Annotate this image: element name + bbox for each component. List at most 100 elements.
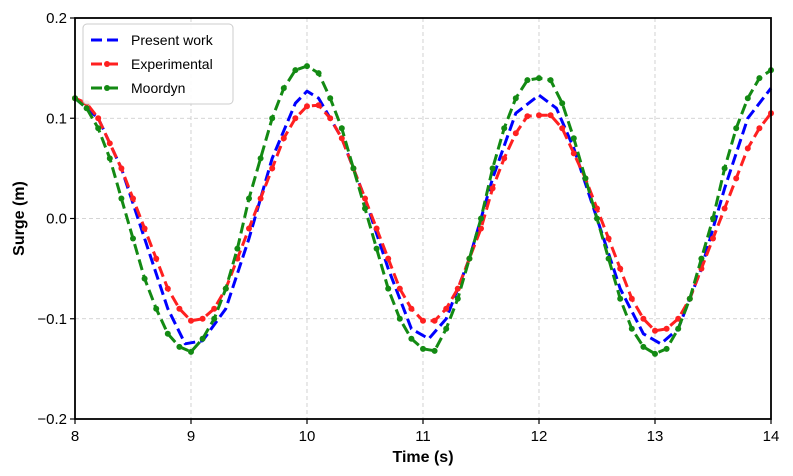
data-point-moordyn (362, 205, 368, 212)
data-point-moordyn (628, 325, 635, 332)
data-point-moordyn (744, 95, 751, 102)
legend-box (82, 23, 234, 105)
data-point-moordyn (431, 347, 438, 354)
data-point-experimental (570, 150, 577, 157)
data-point-experimental (362, 195, 368, 202)
data-point-experimental (304, 103, 310, 110)
data-point-experimental (269, 165, 276, 172)
data-point-experimental (744, 145, 751, 152)
data-point-experimental (547, 112, 554, 119)
legend-marker-experimental (104, 61, 110, 67)
data-point-moordyn (176, 343, 183, 350)
data-point-moordyn (373, 245, 380, 252)
data-point-experimental (489, 185, 496, 192)
legend-label-moordyn: Moordyn (131, 80, 185, 96)
data-point-experimental (675, 315, 682, 322)
data-point-moordyn (466, 255, 473, 262)
data-point-moordyn (617, 295, 624, 302)
series-layer (72, 63, 774, 357)
x-tick-label: 8 (71, 428, 79, 445)
data-point-moordyn (640, 343, 647, 350)
x-tick-label: 9 (187, 428, 195, 445)
data-point-moordyn (686, 295, 693, 302)
data-point-experimental (199, 315, 206, 322)
data-point-moordyn (408, 335, 415, 342)
data-point-experimental (188, 317, 194, 324)
data-point-moordyn (246, 195, 252, 202)
y-tick-label: 0.1 (46, 110, 67, 127)
y-axis-label: Surge (m) (11, 181, 28, 256)
data-point-moordyn (396, 315, 403, 322)
data-point-moordyn (756, 75, 763, 82)
axis-ticks: 8 9 10 11 12 13 14 −0.2 −0.1 0.0 0.1 0.2 (37, 10, 779, 445)
data-point-moordyn (153, 305, 160, 312)
data-point-experimental (118, 165, 125, 172)
data-point-experimental (385, 255, 392, 262)
data-point-moordyn (141, 275, 148, 282)
data-point-experimental (257, 195, 264, 202)
data-point-moordyn (234, 245, 241, 252)
data-point-moordyn (130, 235, 136, 242)
data-point-experimental (164, 285, 171, 292)
data-point-moordyn (269, 115, 276, 122)
data-point-moordyn (292, 67, 299, 74)
data-point-experimental (95, 115, 102, 122)
data-point-moordyn (663, 345, 670, 352)
data-point-moordyn (338, 125, 345, 132)
y-tick-label: 0.0 (46, 211, 67, 228)
data-point-moordyn (478, 215, 484, 222)
data-point-moordyn (710, 215, 716, 222)
data-point-experimental (327, 115, 334, 122)
legend-label-experimental: Experimental (131, 56, 213, 72)
y-tick-label: −0.2 (37, 411, 67, 428)
x-axis-label: Time (s) (392, 449, 453, 466)
data-point-moordyn (211, 315, 218, 322)
data-point-experimental (246, 225, 252, 232)
data-point-moordyn (547, 77, 554, 84)
data-point-moordyn (605, 255, 612, 262)
data-point-experimental (292, 115, 299, 122)
data-point-experimental (106, 140, 113, 147)
data-point-moordyn (501, 125, 508, 132)
data-point-experimental (710, 235, 716, 242)
data-point-moordyn (385, 285, 392, 292)
data-point-experimental (408, 305, 415, 312)
x-tick-label: 14 (763, 428, 780, 445)
data-point-experimental (733, 175, 740, 182)
data-point-moordyn (733, 125, 740, 132)
x-tick-label: 11 (415, 428, 431, 445)
data-point-experimental (617, 265, 624, 272)
data-point-moordyn (280, 85, 287, 92)
data-point-moordyn (420, 345, 426, 352)
data-point-moordyn (489, 165, 496, 172)
data-point-moordyn (83, 105, 90, 112)
data-point-moordyn (304, 63, 310, 70)
data-point-experimental (628, 295, 635, 302)
data-point-experimental (559, 125, 566, 132)
data-point-experimental (454, 285, 461, 292)
x-tick-label: 12 (531, 428, 548, 445)
data-point-moordyn (315, 70, 322, 77)
data-point-moordyn (721, 165, 728, 172)
data-point-experimental (756, 125, 763, 132)
data-point-moordyn (95, 125, 102, 132)
data-point-experimental (153, 255, 160, 262)
data-point-moordyn (559, 100, 566, 107)
data-point-moordyn (594, 215, 600, 222)
data-point-experimental (721, 205, 728, 212)
data-point-moordyn (536, 75, 542, 82)
data-point-experimental (280, 135, 287, 142)
data-point-moordyn (652, 350, 658, 357)
legend: Present work Experimental Moordyn (82, 23, 234, 105)
data-point-experimental (640, 315, 647, 322)
data-point-experimental (141, 225, 148, 232)
data-point-experimental (420, 317, 426, 324)
data-point-moordyn (257, 155, 264, 162)
data-point-moordyn (512, 95, 519, 102)
data-point-experimental (211, 305, 218, 312)
data-point-experimental (663, 325, 670, 332)
data-point-experimental (176, 305, 183, 312)
data-point-experimental (605, 235, 612, 242)
data-point-moordyn (188, 348, 194, 355)
legend-marker-moordyn (104, 85, 110, 91)
